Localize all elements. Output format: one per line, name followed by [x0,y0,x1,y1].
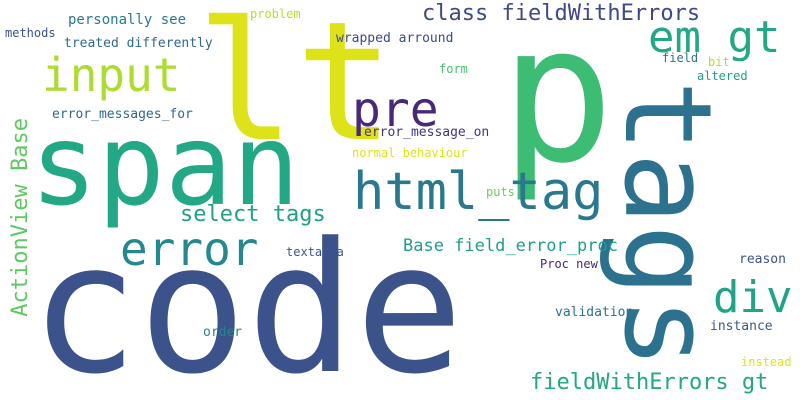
word-order: order [203,325,243,340]
word-select-tags: select tags [180,202,326,227]
word-field: field [662,51,699,65]
word-textarea: textarea [286,245,344,259]
word-error-messages-for: error_messages_for [52,107,193,122]
word-div: div [713,272,793,323]
word-actionview-base: ActionView Base [8,118,33,317]
word-code: code [30,205,464,400]
word-instead: instead [741,355,792,369]
word-altered: altered [697,69,748,83]
word-tags: tags [597,80,736,369]
word-methods: methods [5,26,56,40]
word-puts: puts [486,185,515,199]
word-error: error [120,222,259,276]
word-form: form [439,62,468,76]
word-fieldwitherrors-gt: fieldWithErrors gt [530,370,769,395]
word-class-fieldwitherrors: class fieldWithErrors [422,1,701,26]
word-html-tag: html_tag [353,162,604,222]
word-problem: problem [250,7,301,21]
word-input: input [42,48,181,102]
word-span: span [30,101,300,231]
word-pre: pre [352,82,439,138]
word-validation: validation [555,305,634,320]
word-proc-new: Proc new [540,257,598,271]
word-reason: reason [739,252,786,267]
word-wrapped-arround: wrapped arround [336,31,454,46]
word-personally-see: personally see [68,12,187,28]
word-error-message-on: error_message_on [364,125,490,140]
word-treated-differently: treated differently [64,36,213,51]
word-lt: lt [196,0,395,178]
word-normal-behaviour: normal behaviour [352,146,468,160]
word-em-gt: em gt [648,12,781,63]
word-base-field-error-proc: Base field_error_proc [403,236,618,256]
word-instance: instance [710,319,773,334]
word-bit: bit [708,55,730,69]
word-p: p [500,0,615,205]
